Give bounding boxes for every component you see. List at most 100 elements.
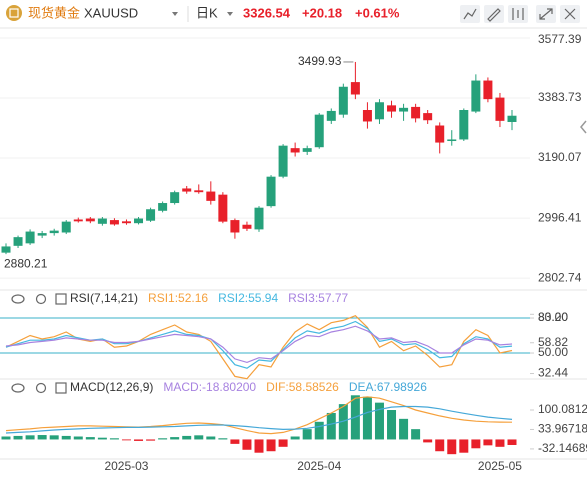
x-tick-label: 2025-03 xyxy=(104,459,148,473)
dropdown-arrow[interactable] xyxy=(227,12,233,16)
candle-body xyxy=(399,107,409,112)
candle-body xyxy=(37,233,47,236)
macd-bar xyxy=(85,437,95,440)
macd-bar xyxy=(1,436,11,440)
macd-bar xyxy=(471,439,481,449)
macd-bar xyxy=(278,439,288,447)
macd-bar xyxy=(302,429,312,440)
macd-bar xyxy=(266,439,276,452)
fullscreen-icon xyxy=(539,8,553,20)
candle-body xyxy=(338,86,348,115)
x-tick-label: 2025-04 xyxy=(297,459,341,473)
candle-body xyxy=(85,218,95,222)
eye-icon[interactable] xyxy=(11,383,25,393)
gear-icon[interactable] xyxy=(35,293,47,305)
candle-body xyxy=(423,113,433,121)
legend-entry: MACD:-18.80200 xyxy=(163,380,256,394)
legend-entry: DEA:67.98926 xyxy=(349,380,427,394)
legend-title: MACD(12,26,9) xyxy=(70,380,153,394)
candle-body xyxy=(266,176,276,207)
symbol[interactable]: XAUUSD xyxy=(84,5,138,20)
candle-body xyxy=(97,218,107,224)
candle-body xyxy=(170,192,180,204)
macd-bar xyxy=(411,429,421,440)
y-tick-label: 3577.39 xyxy=(538,32,582,46)
candle-body xyxy=(326,110,336,121)
macd-bar xyxy=(447,439,457,455)
macd-bar xyxy=(97,437,107,440)
macd-bar xyxy=(242,439,252,450)
macd-bar xyxy=(121,439,131,441)
legend-entry: RSI3:57.77 xyxy=(288,291,348,305)
macd-bar xyxy=(254,439,264,453)
macd-bar xyxy=(423,439,433,443)
y-tick-label: -32.14689 xyxy=(538,441,587,455)
candle-body xyxy=(483,80,493,100)
y-tick-label: 58.82 xyxy=(538,335,568,349)
candle-body xyxy=(182,188,192,192)
y-tick-label: 2802.74 xyxy=(538,270,582,284)
macd-bar xyxy=(435,439,445,452)
price: 3326.54 xyxy=(243,5,291,20)
macd-line xyxy=(5,405,513,434)
candle-body xyxy=(242,224,252,229)
gear-icon[interactable] xyxy=(35,382,47,394)
style-icon xyxy=(512,8,524,20)
rsi-line xyxy=(5,315,513,380)
y-tick-label: 33.96718 xyxy=(538,422,587,436)
macd-bar xyxy=(37,435,47,440)
candle-body xyxy=(61,221,71,233)
legend-entry: DIF:58.58526 xyxy=(266,380,339,394)
candle-body xyxy=(73,219,83,222)
legend-title: RSI(7,14,21) xyxy=(70,291,138,305)
candle-body xyxy=(374,102,384,120)
x-tick-label: 2025-05 xyxy=(478,459,522,473)
macd-bar xyxy=(13,435,23,440)
indicator-box[interactable] xyxy=(55,382,67,394)
macd-bar xyxy=(507,439,517,445)
y-tick-label: 3383.73 xyxy=(538,90,582,104)
macd-bar xyxy=(158,438,168,440)
candle-body xyxy=(254,207,264,230)
macd-bar xyxy=(314,421,324,440)
collapse-arrow[interactable] xyxy=(580,120,587,134)
draw-icon xyxy=(487,8,501,22)
candle-body xyxy=(146,209,156,221)
candle-body xyxy=(218,194,228,222)
draw-button[interactable] xyxy=(484,5,504,23)
y-tick-label: 100.08126 xyxy=(538,402,587,416)
period[interactable]: 日K xyxy=(196,5,218,20)
candle-body xyxy=(134,218,144,224)
price-change: +20.18 xyxy=(302,5,342,20)
macd-bar xyxy=(194,435,204,440)
candle-body xyxy=(447,139,457,142)
candle-body xyxy=(471,80,481,112)
instrument-name: 现货黄金 xyxy=(28,5,80,20)
macd-bar xyxy=(182,435,192,440)
candle-body xyxy=(387,105,397,112)
candle-body xyxy=(411,106,421,119)
candle-body xyxy=(507,115,517,122)
candle-body xyxy=(1,246,11,253)
legend-entry: RSI2:55.94 xyxy=(218,291,278,305)
candle-body xyxy=(49,230,59,234)
y-tick-label: 2996.41 xyxy=(538,210,582,224)
candle-body xyxy=(230,220,240,233)
indicator-icon xyxy=(463,8,477,20)
dropdown-arrow[interactable] xyxy=(172,12,178,16)
indicator-box[interactable] xyxy=(55,293,67,305)
candle-body xyxy=(495,97,505,121)
macd-bar xyxy=(326,412,336,440)
logo-mark xyxy=(9,8,19,18)
macd-bar xyxy=(206,436,216,440)
macd-bar xyxy=(73,436,83,440)
macd-bar xyxy=(170,437,180,440)
candle-body xyxy=(314,114,324,148)
low-annotation: 2880.21 xyxy=(4,256,48,270)
toolbar xyxy=(460,5,580,23)
eye-icon[interactable] xyxy=(11,294,25,304)
candle-body xyxy=(435,125,445,143)
candle-body xyxy=(278,145,288,177)
macd-legend-icons xyxy=(11,382,67,394)
macd-bar xyxy=(399,418,409,440)
